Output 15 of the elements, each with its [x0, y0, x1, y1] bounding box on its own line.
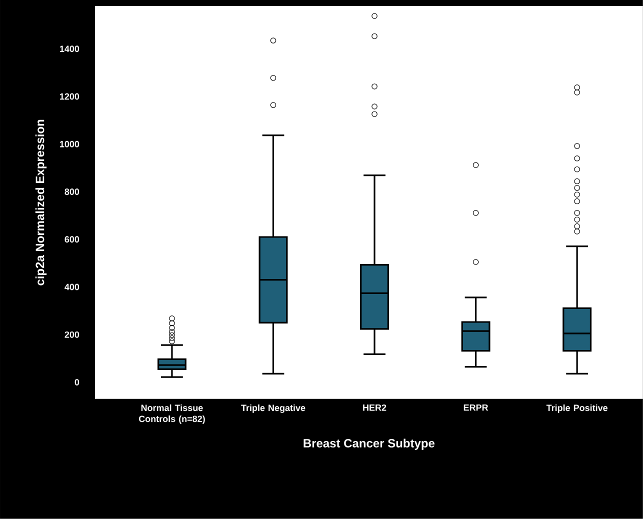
x-tick-label: Triple Positive	[546, 404, 608, 413]
y-tick-label: 1400	[60, 46, 80, 52]
x-tick-label: Normal Tissue Controls (n=82)	[138, 404, 205, 424]
x-tick-label: ERPR	[464, 404, 488, 411]
x-tick-label: Triple Negative	[241, 404, 306, 413]
y-tick-label: 1200	[60, 93, 80, 100]
y-tick-label: 0	[74, 379, 80, 386]
y-tick-label: 200	[64, 331, 80, 338]
y-tick-label: 400	[64, 284, 80, 290]
y-axis-title: cip2a Normalized Expression	[35, 120, 47, 286]
x-tick-label: HER2	[363, 404, 386, 411]
x-axis-title: Breast Cancer Subtype	[304, 438, 435, 450]
y-tick-label: 1000	[60, 140, 80, 148]
y-tick-label: 600	[64, 236, 80, 243]
y-tick-label: 800	[64, 188, 80, 195]
